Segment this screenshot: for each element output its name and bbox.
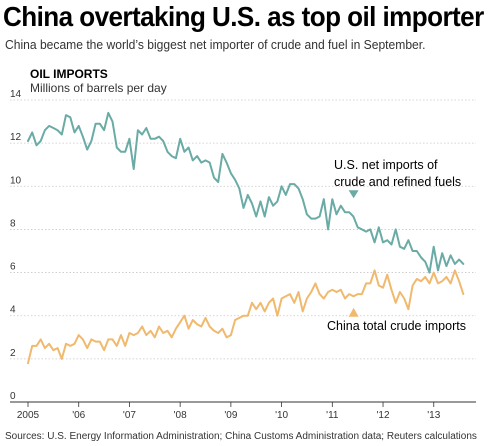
y-tick-label: 6 xyxy=(10,262,16,273)
x-tick-label: '12 xyxy=(377,410,390,421)
y-tick-label: 8 xyxy=(10,218,16,229)
panel-title: OIL IMPORTS xyxy=(30,67,108,81)
y-tick-label: 10 xyxy=(10,175,22,186)
annotation-china-marker xyxy=(348,307,359,317)
annotation-us-line2: crude and refined fuels xyxy=(334,175,461,189)
y-tick-label: 12 xyxy=(10,132,22,143)
source-note: Sources: U.S. Energy Information Adminis… xyxy=(5,431,477,442)
chart-title: China overtaking U.S. as top oil importe… xyxy=(3,1,484,32)
y-axis-label: Millions of barrels per day xyxy=(30,81,167,95)
series-lines xyxy=(27,111,465,365)
x-tick-label: '11 xyxy=(326,410,339,421)
chart-subtitle: China became the world’s biggest net imp… xyxy=(5,37,426,52)
y-tick-labels: 0 2 4 6 8 10 12 14 xyxy=(10,89,22,402)
annotation-us-line1: U.S. net imports of xyxy=(334,158,438,172)
x-tick-label: '07 xyxy=(123,410,136,421)
annotation-us-marker xyxy=(348,190,359,199)
series-line-1 xyxy=(27,111,465,274)
annotations: U.S. net imports of crude and refined fue… xyxy=(327,158,466,333)
y-tick-label: 2 xyxy=(10,348,16,359)
x-tick-label: '06 xyxy=(72,410,85,421)
x-tick-label: '13 xyxy=(427,410,440,421)
x-tick-label: '10 xyxy=(275,410,288,421)
x-axis: 2005 '06 '07 '08 '09 '10 '11 '12 '13 xyxy=(17,402,441,421)
x-tick-label: '09 xyxy=(224,410,237,421)
annotation-china-label: China total crude imports xyxy=(327,319,466,333)
gridlines xyxy=(10,99,476,403)
series-line-2 xyxy=(27,269,465,365)
y-tick-label: 4 xyxy=(10,305,16,316)
x-tick-label: 2005 xyxy=(17,410,40,421)
y-tick-label: 14 xyxy=(10,89,22,100)
x-tick-label: '08 xyxy=(174,410,187,421)
y-tick-label: 0 xyxy=(10,391,16,402)
